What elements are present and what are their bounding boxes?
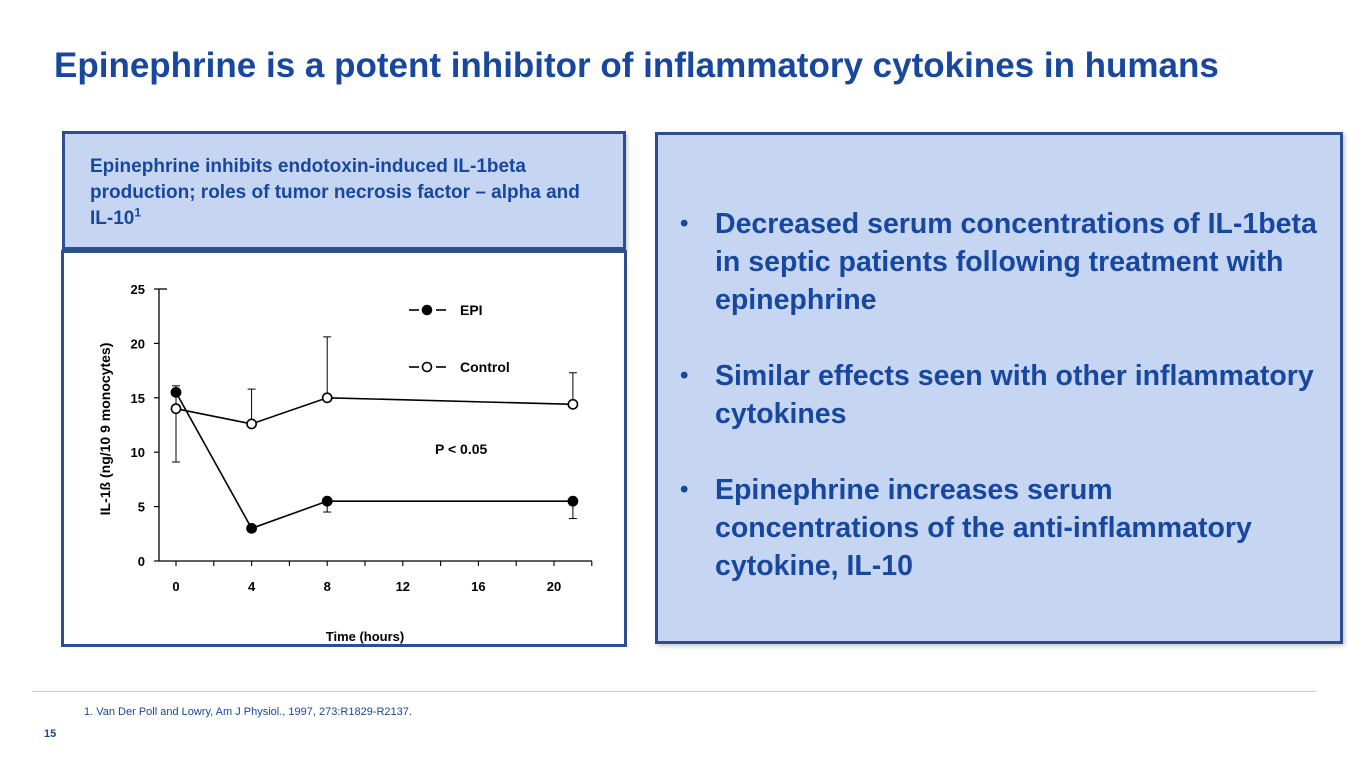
x-tick-label: 4 bbox=[248, 579, 256, 594]
bullet-icon: • bbox=[680, 362, 689, 389]
finding-item: • Epinephrine increases serum concentrati… bbox=[680, 471, 1320, 585]
y-tick-label: 25 bbox=[131, 282, 145, 297]
y-axis-label: IL-1ß (ng/10 9 monocytes) bbox=[97, 343, 113, 516]
footnote-reference: 1 bbox=[134, 205, 142, 220]
y-tick-label: 5 bbox=[138, 500, 145, 515]
page-number: 15 bbox=[44, 728, 57, 740]
data-point-epi bbox=[246, 522, 257, 534]
y-tick-label: 0 bbox=[138, 554, 145, 569]
finding-item: • Decreased serum concentrations of IL-1b… bbox=[680, 205, 1320, 319]
x-tick-label: 8 bbox=[324, 579, 331, 594]
data-point-control bbox=[321, 392, 333, 404]
il1b-line-chart: 0 5 10 15 20 25 0 4 8 12 16 20 Time (hours) IL-1ß (ng… bbox=[97, 282, 593, 644]
x-tick-label: 0 bbox=[172, 579, 179, 594]
footer-divider bbox=[32, 691, 1316, 692]
slide-title: Epinephrine is a potent inhibitor of inf… bbox=[54, 46, 1219, 85]
x-tick-label: 20 bbox=[547, 579, 561, 594]
bullet-icon: • bbox=[680, 476, 689, 503]
data-point-epi bbox=[567, 495, 579, 507]
finding-item: • Similar effects seen with other inflamm… bbox=[680, 357, 1320, 433]
study-header-box: Epinephrine inhibits endotoxin-induced I… bbox=[62, 131, 626, 250]
finding-text: Similar effects seen with other inflamma… bbox=[715, 360, 1314, 430]
study-header-text: Epinephrine inhibits endotoxin-induced I… bbox=[90, 156, 580, 229]
legend-marker bbox=[421, 304, 433, 316]
data-point-control bbox=[170, 403, 182, 415]
finding-text: Epinephrine increases serum concentratio… bbox=[715, 474, 1252, 582]
y-tick-label: 15 bbox=[131, 391, 145, 406]
series-line-epi bbox=[175, 391, 573, 530]
x-tick-label: 12 bbox=[396, 579, 410, 594]
legend-label: EPI bbox=[460, 302, 483, 318]
x-axis-label: Time (hours) bbox=[326, 629, 405, 644]
p-value-annotation: P < 0.05 bbox=[435, 441, 488, 457]
data-point-epi bbox=[321, 495, 333, 507]
findings-box: • Decreased serum concentrations of IL-1b… bbox=[655, 132, 1343, 644]
legend-marker bbox=[421, 361, 433, 373]
x-tick-label: 16 bbox=[471, 579, 485, 594]
findings-list: • Decreased serum concentrations of IL-1b… bbox=[680, 205, 1320, 623]
footnote: 1. Van Der Poll and Lowry, Am J Physiol.… bbox=[84, 706, 412, 718]
data-point-control bbox=[567, 398, 579, 410]
bullet-icon: • bbox=[680, 210, 689, 237]
data-point-control bbox=[246, 418, 257, 430]
y-tick-label: 20 bbox=[131, 336, 145, 351]
finding-text: Decreased serum concentrations of IL-1be… bbox=[715, 208, 1317, 316]
il1b-chart-panel: 0 5 10 15 20 25 0 4 8 12 16 20 Time (hours) IL-1ß (ng… bbox=[61, 250, 627, 647]
legend-label: Control bbox=[460, 359, 510, 375]
y-tick-label: 10 bbox=[131, 445, 145, 460]
series-line-control bbox=[175, 396, 573, 425]
